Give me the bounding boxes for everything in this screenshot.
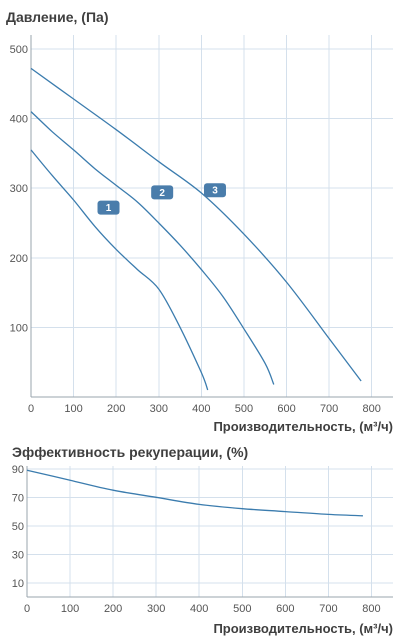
pressure-y-tick-label: 200: [10, 253, 28, 265]
pressure-y-tick-label: 300: [10, 183, 28, 195]
efficiency-x-tick-label: 0: [24, 603, 30, 615]
pressure-x-tick-label: 400: [192, 403, 210, 415]
curve-label-badge-3: 3: [203, 183, 226, 198]
pressure-curve-2: [30, 111, 275, 385]
pressure-x-tick-label: 500: [235, 403, 253, 415]
efficiency-x-tick-label: 800: [362, 603, 380, 615]
pressure-axes: [30, 35, 393, 398]
efficiency-x-tick-label: 300: [147, 603, 165, 615]
pressure-chart: Давление, (Па) 0 100 200 300 400 500 600 700 800…: [6, 9, 393, 434]
efficiency-x-axis-label: Производительность, (м³/ч): [213, 621, 393, 636]
curve-label-badge-bg: [97, 200, 120, 215]
curve-label-badge-text: 1: [106, 203, 112, 214]
pressure-x-tick-label: 700: [320, 403, 338, 415]
efficiency-grid: [27, 466, 393, 597]
efficiency-x-tick-label: 600: [276, 603, 294, 615]
pressure-x-tick-label: 300: [150, 403, 168, 415]
efficiency-y-tick-label: 30: [12, 549, 24, 561]
pressure-x-tick-label: 600: [277, 403, 295, 415]
pressure-y-tick-label: 400: [10, 114, 28, 126]
pressure-curve-labels: 1 2 3: [97, 183, 226, 215]
pressure-x-tick-label: 100: [64, 403, 82, 415]
pressure-y-ticks: 100 200 300 400 500: [10, 44, 28, 334]
efficiency-x-tick-label: 400: [190, 603, 208, 615]
efficiency-y-tick-label: 10: [12, 578, 24, 590]
efficiency-y-tick-label: 50: [12, 521, 24, 533]
efficiency-x-tick-label: 700: [319, 603, 337, 615]
pressure-curve-3: [30, 67, 362, 382]
efficiency-x-ticks: 0 100 200 300 400 500 600 700 800: [24, 603, 381, 615]
curve-label-badge-text: 2: [159, 188, 165, 199]
pressure-series: [30, 67, 362, 391]
curve-label-badge-bg: [151, 185, 174, 200]
pressure-grid: [31, 35, 393, 397]
pressure-x-tick-label: 0: [28, 403, 34, 415]
pressure-x-tick-label: 800: [363, 403, 381, 415]
efficiency-axes: [26, 466, 393, 598]
efficiency-chart-title: Эффективность рекуперации, (%): [12, 444, 248, 460]
pressure-x-tick-label: 200: [107, 403, 125, 415]
curve-label-badge-bg: [203, 183, 226, 198]
efficiency-series: [26, 469, 363, 517]
efficiency-y-tick-label: 90: [12, 464, 24, 476]
efficiency-y-ticks: 10 30 50 70 90: [12, 464, 24, 590]
curve-label-badge-text: 3: [212, 186, 218, 197]
efficiency-x-tick-label: 100: [61, 603, 79, 615]
efficiency-curve-1: [26, 469, 363, 517]
efficiency-x-tick-label: 500: [233, 603, 251, 615]
curve-label-badge-2: 2: [151, 185, 174, 200]
pressure-curve-1: [30, 149, 209, 391]
pressure-chart-title: Давление, (Па): [6, 9, 108, 25]
curve-label-badge-1: 1: [97, 200, 120, 215]
efficiency-x-tick-label: 200: [104, 603, 122, 615]
pressure-x-ticks: 0 100 200 300 400 500 600 700 800: [28, 403, 381, 415]
pressure-y-tick-label: 100: [10, 322, 28, 334]
pressure-y-tick-label: 500: [10, 44, 28, 56]
efficiency-chart: Эффективность рекуперации, (%) 0 100 200 30…: [12, 444, 393, 636]
efficiency-y-tick-label: 70: [12, 492, 24, 504]
pressure-x-axis-label: Производительность, (м³/ч): [213, 419, 393, 434]
